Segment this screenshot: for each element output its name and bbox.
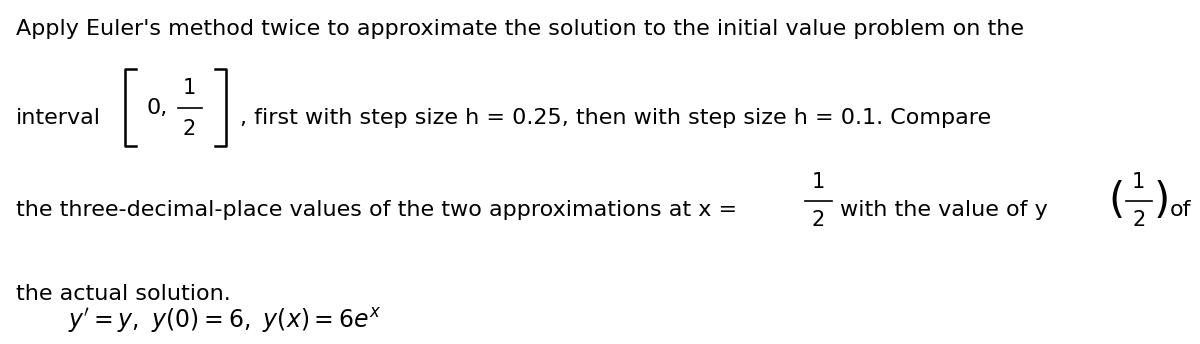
Text: the three-decimal-place values of the two approximations at x =: the three-decimal-place values of the tw…	[16, 200, 737, 219]
Text: , first with step size h = 0.25, then with step size h = 0.1. Compare: , first with step size h = 0.25, then wi…	[240, 108, 991, 128]
Text: ): )	[1153, 180, 1170, 222]
Text: interval: interval	[16, 108, 101, 128]
Text: (: (	[1108, 180, 1124, 222]
Text: of: of	[1170, 200, 1192, 219]
Text: 0,: 0,	[146, 98, 168, 118]
Text: 1: 1	[811, 172, 826, 192]
Text: 2: 2	[182, 119, 197, 139]
Text: the actual solution.: the actual solution.	[16, 284, 230, 304]
Text: 1: 1	[182, 78, 197, 98]
Text: with the value of y: with the value of y	[840, 200, 1048, 219]
Text: $y' = y,\ y(0) = 6,\ y(x) = 6e^x$: $y' = y,\ y(0) = 6,\ y(x) = 6e^x$	[68, 307, 382, 335]
Text: 2: 2	[811, 210, 826, 230]
Text: 1: 1	[1132, 172, 1146, 192]
Text: Apply Euler's method twice to approximate the solution to the initial value prob: Apply Euler's method twice to approximat…	[16, 19, 1024, 39]
Text: 2: 2	[1132, 210, 1146, 230]
